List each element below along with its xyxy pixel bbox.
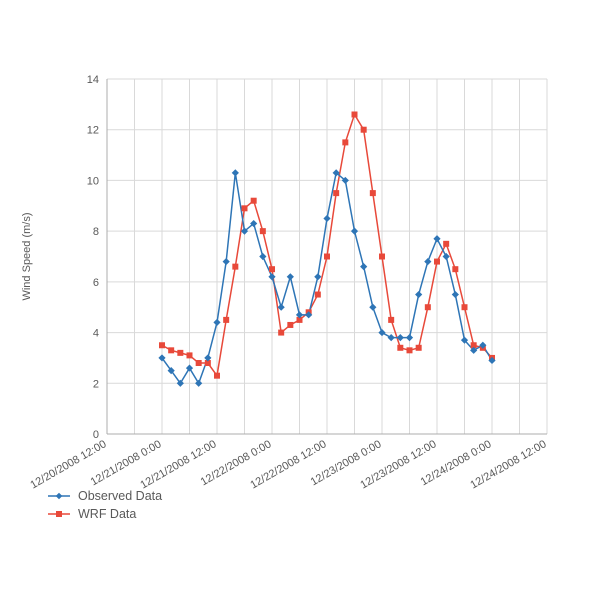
svg-text:8: 8 <box>93 226 99 238</box>
svg-text:6: 6 <box>93 277 99 289</box>
svg-text:4: 4 <box>93 328 99 340</box>
svg-text:Observed Data: Observed Data <box>78 489 162 503</box>
svg-text:0: 0 <box>93 429 99 441</box>
svg-text:2: 2 <box>93 378 99 390</box>
svg-text:10: 10 <box>87 175 99 187</box>
svg-text:12: 12 <box>87 125 99 137</box>
svg-text:14: 14 <box>87 74 99 86</box>
svg-text:WRF Data: WRF Data <box>78 507 136 521</box>
svg-text:Wind Speed (m/s): Wind Speed (m/s) <box>21 212 33 300</box>
